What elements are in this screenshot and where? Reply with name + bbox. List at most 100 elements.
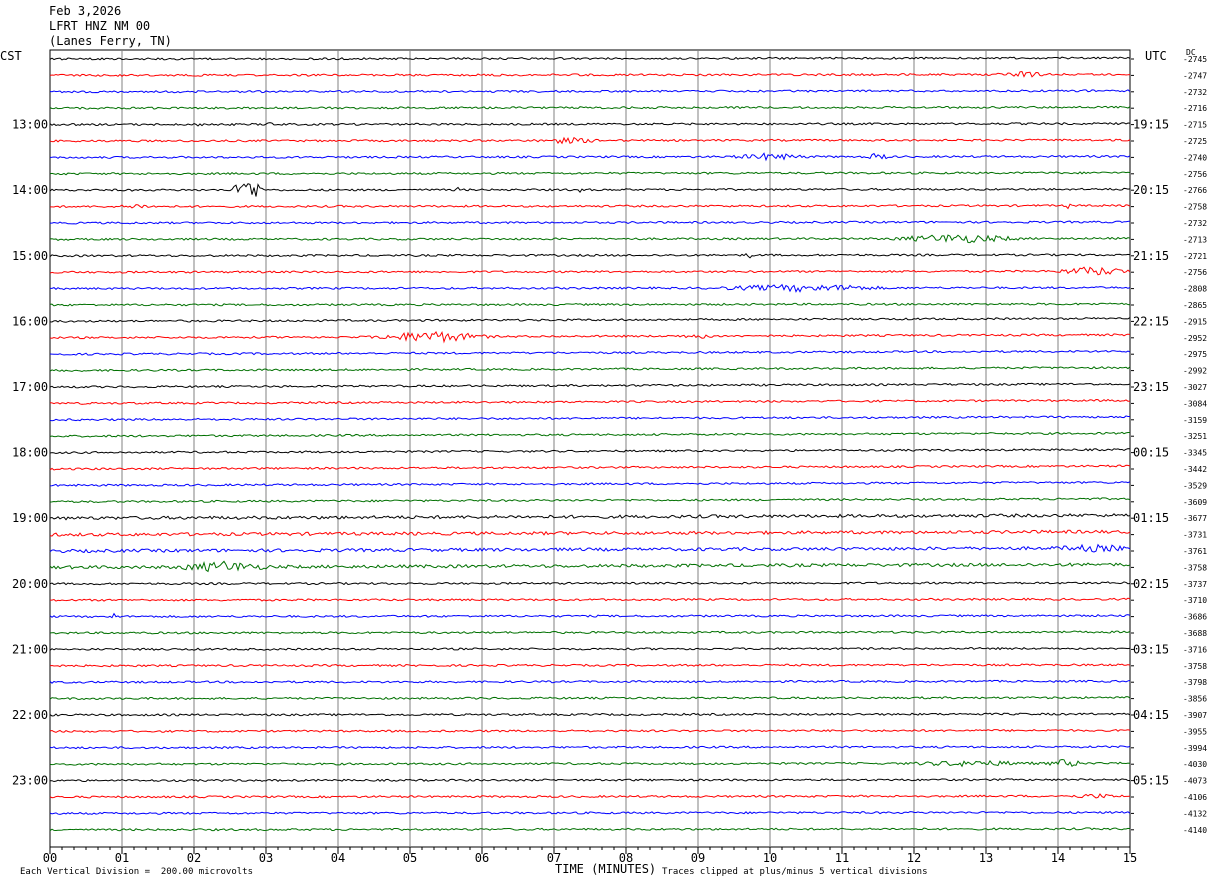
trace-row-22	[49, 415, 1131, 422]
x-tick-label: 04	[331, 851, 345, 865]
x-axis-title: TIME (MINUTES)	[555, 862, 657, 876]
dc-offset-label: -2915	[1183, 317, 1207, 326]
dc-offset-label: -2725	[1183, 137, 1207, 146]
dc-offset-label: -2713	[1183, 235, 1207, 244]
dc-label: DC	[1186, 48, 1196, 57]
header-date: Feb 3,2026	[49, 4, 122, 18]
dc-offset-label: -3442	[1183, 465, 1207, 474]
x-tick-label: 03	[259, 851, 273, 865]
dc-offset-label: -3798	[1183, 678, 1207, 687]
dc-offset-label: -3677	[1183, 514, 1207, 523]
dc-offset-label: -2992	[1183, 367, 1207, 376]
trace-row-1	[49, 70, 1131, 78]
dc-offset-label: -2740	[1183, 153, 1207, 162]
left-hour-label: 21:00	[12, 642, 48, 656]
trace-row-19	[49, 366, 1131, 373]
trace-row-25	[49, 464, 1131, 471]
trace-row-34	[49, 612, 1131, 619]
dc-offset-label: -4106	[1183, 793, 1207, 802]
trace-row-44	[49, 778, 1131, 783]
dc-offset-label: -2758	[1183, 203, 1207, 212]
trace-row-47	[49, 827, 1131, 832]
dc-offset-label: -3688	[1183, 629, 1207, 638]
trace-row-18	[49, 349, 1131, 356]
dc-offset-label: -3907	[1183, 711, 1207, 720]
dc-offset-label: -3856	[1183, 695, 1207, 704]
x-tick-label: 14	[1051, 851, 1065, 865]
dc-offset-label: -2952	[1183, 334, 1207, 343]
dc-offset-label: -2756	[1183, 170, 1207, 179]
right-hour-label: 20:15	[1133, 183, 1169, 197]
grid-lines	[49, 49, 1131, 848]
dc-offset-label: -2715	[1183, 121, 1207, 130]
left-hour-label: 23:00	[12, 774, 48, 788]
trace-row-27	[49, 497, 1131, 504]
trace-row-38	[49, 679, 1131, 684]
trace-row-17	[49, 330, 1131, 344]
dc-offset-label: -2865	[1183, 301, 1207, 310]
trace-row-10	[50, 220, 1131, 225]
left-hour-label: 14:00	[12, 183, 48, 197]
right-timezone-label: UTC	[1145, 49, 1167, 63]
dc-offset-label: -2721	[1183, 252, 1207, 261]
trace-row-23	[49, 431, 1131, 438]
dc-offset-label: -3345	[1183, 449, 1207, 458]
trace-row-9	[49, 203, 1131, 210]
dc-offset-label: -2716	[1183, 104, 1207, 113]
trace-row-13	[49, 266, 1131, 276]
x-tick-label: 00	[43, 851, 57, 865]
left-hour-label: 20:00	[12, 577, 48, 591]
dc-offset-label: -2766	[1183, 186, 1207, 195]
dc-offset-label: -3529	[1183, 481, 1207, 490]
dc-offset-label: -3251	[1183, 432, 1207, 441]
x-tick-label: 05	[403, 851, 417, 865]
dc-offset-label: -2745	[1183, 55, 1207, 64]
x-tick-label: 07	[547, 851, 561, 865]
right-hour-label: 01:15	[1133, 511, 1169, 525]
x-tick-label: 09	[691, 851, 705, 865]
scale-note: Each Vertical Division = 200.00 microvol…	[20, 867, 253, 877]
trace-row-16	[49, 317, 1131, 323]
trace-row-41	[49, 728, 1131, 733]
dc-offset-label: -4073	[1183, 777, 1207, 786]
clip-note: Traces clipped at plus/minus 5 vertical …	[662, 867, 928, 877]
trace-row-28	[49, 513, 1131, 521]
trace-row-5	[49, 136, 1131, 145]
trace-lines	[49, 56, 1131, 832]
dc-offset-label: -2732	[1183, 88, 1207, 97]
left-hour-label: 19:00	[12, 511, 48, 525]
right-hour-label: 03:15	[1133, 642, 1169, 656]
dc-offset-label: -2756	[1183, 268, 1207, 277]
left-hour-label: 13:00	[12, 118, 48, 132]
dc-offset-label: -4132	[1183, 809, 1207, 818]
right-hour-label: 05:15	[1133, 774, 1169, 788]
trace-row-14	[49, 283, 1131, 293]
left-hour-label: 22:00	[12, 708, 48, 722]
dc-offset-label: -3758	[1183, 662, 1207, 671]
trace-row-8	[49, 183, 1131, 197]
trace-row-32	[49, 581, 1131, 586]
right-hour-label: 04:15	[1133, 708, 1169, 722]
x-tick-label: 13	[979, 851, 993, 865]
dc-offset-label: -2808	[1183, 285, 1207, 294]
dc-offset-label: -4140	[1183, 826, 1207, 835]
trace-row-43	[49, 758, 1131, 768]
trace-row-7	[49, 171, 1131, 176]
trace-row-4	[49, 121, 1131, 127]
trace-row-11	[49, 234, 1131, 244]
trace-row-26	[49, 481, 1131, 487]
trace-row-33	[50, 597, 1131, 602]
dc-offset-label: -3955	[1183, 727, 1207, 736]
x-tick-label: 10	[763, 851, 777, 865]
x-tick-label: 06	[475, 851, 489, 865]
right-hour-label: 02:15	[1133, 577, 1169, 591]
trace-row-29	[49, 529, 1131, 537]
dc-offset-label: -3761	[1183, 547, 1207, 556]
dc-offset-label: -3686	[1183, 613, 1207, 622]
axis-labels: 00 01 02 03 04 05 06 07 08 09 10 11 12 13 14 15 -2745 -27…	[12, 55, 1207, 865]
trace-row-15	[49, 302, 1131, 307]
dc-offset-label: -4030	[1183, 760, 1207, 769]
trace-row-36	[49, 646, 1131, 651]
trace-row-0	[49, 56, 1131, 61]
